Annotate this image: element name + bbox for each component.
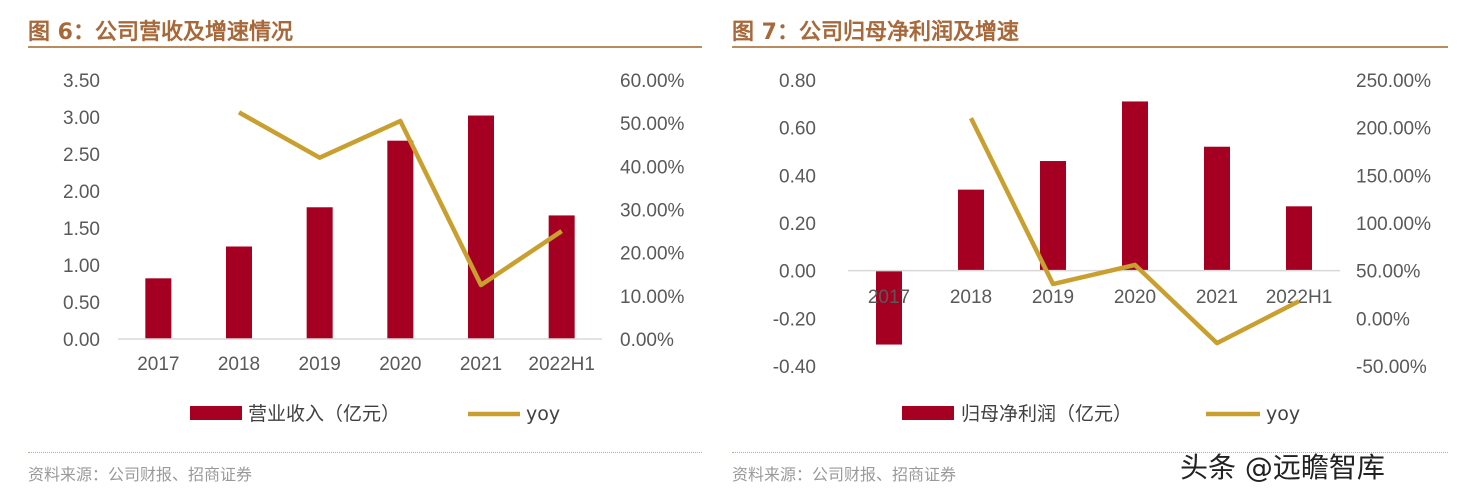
x-tick-label: 2017 — [868, 287, 910, 308]
x-tick-label: 2019 — [1032, 287, 1074, 308]
y-left-tick-label: 1.00 — [63, 256, 100, 277]
watermark-text: 头条 @远瞻智库 — [1180, 451, 1385, 484]
bar-2017 — [145, 278, 172, 339]
y-right-tick-label: 60.00% — [620, 71, 685, 92]
x-tick-label: 2021 — [1196, 287, 1238, 308]
y-right-tick-label: 0.00% — [620, 330, 674, 351]
x-tick-label: 2018 — [950, 287, 992, 308]
y-right-tick-label: 50.00% — [1356, 262, 1421, 283]
y-left-tick-label: 2.00 — [63, 182, 100, 203]
x-tick-label: 2022H1 — [1266, 287, 1333, 308]
figure-7-source: 资料来源：公司财报、招商证券 — [732, 465, 957, 484]
y-left-tick-label: 0.20 — [779, 214, 816, 235]
bar-2021 — [1204, 146, 1230, 271]
figure-6-title: 图 6：公司营收及增速情况 — [28, 20, 293, 45]
bar-2020 — [387, 140, 414, 339]
y-right-tick-label: 250.00% — [1356, 71, 1431, 92]
legend-bar-swatch — [190, 406, 242, 420]
y-left-tick-label: 0.00 — [779, 262, 816, 283]
figure-6-title-rule — [28, 46, 702, 48]
x-tick-label: 2021 — [460, 354, 502, 375]
y-left-tick-label: 0.80 — [779, 71, 816, 92]
yoy-line — [968, 117, 1301, 346]
x-tick-label: 2018 — [218, 354, 260, 375]
legend-bar-swatch — [902, 406, 954, 420]
y-left-tick-label: 2.50 — [63, 145, 100, 166]
bar-2019 — [306, 207, 333, 339]
y-left-tick-label: 0.40 — [779, 166, 816, 187]
y-left-tick-label: 0.60 — [779, 119, 816, 140]
x-tick-label: 2022H1 — [528, 354, 595, 375]
bar-2018 — [226, 246, 252, 339]
x-tick-label: 2017 — [137, 354, 179, 375]
yoy-line — [237, 110, 563, 288]
bar-2022H1 — [1286, 206, 1312, 271]
x-tick-label: 2020 — [379, 354, 421, 375]
legend-line-label: yoy — [1266, 403, 1300, 425]
bar-2019 — [1040, 161, 1066, 271]
y-right-tick-label: 0.00% — [1356, 309, 1410, 330]
x-tick-label: 2019 — [299, 354, 341, 375]
y-left-tick-label: 1.50 — [63, 219, 100, 240]
y-right-tick-label: 10.00% — [620, 287, 685, 308]
y-left-tick-label: 0.00 — [63, 330, 100, 351]
y-left-tick-label: -0.40 — [773, 357, 816, 378]
y-right-tick-label: 50.00% — [620, 114, 685, 135]
bar-2022H1 — [548, 215, 575, 339]
y-right-tick-label: 150.00% — [1356, 166, 1431, 187]
legend-bar-label: 归母净利润（亿元） — [961, 403, 1132, 425]
net-profit-chart: -0.40 -0.20 0.00 0.20 0.40 0.60 0.80 -50.00% 0.0… — [773, 71, 1431, 425]
legend-line-label: yoy — [526, 403, 560, 425]
y-right-tick-label: 40.00% — [620, 157, 685, 178]
bar-2017 — [876, 270, 902, 345]
figure-7-source-rule — [732, 452, 1448, 453]
revenue-chart: 0.00 0.50 1.00 1.50 2.00 2.50 3.00 3.50 0.00% 10.… — [63, 71, 685, 425]
figure-6-source: 资料来源：公司财报、招商证券 — [28, 465, 253, 484]
y-left-tick-label: 3.50 — [63, 71, 100, 92]
figure-6-source-rule — [28, 452, 702, 453]
y-right-tick-label: 200.00% — [1356, 119, 1431, 140]
y-left-tick-label: -0.20 — [773, 309, 816, 330]
y-right-tick-label: 30.00% — [620, 201, 685, 222]
y-left-tick-label: 3.00 — [63, 108, 100, 129]
y-right-tick-label: -50.00% — [1356, 357, 1427, 378]
figure-7-title: 图 7：公司归母净利润及增速 — [732, 20, 1019, 45]
y-right-tick-label: 100.00% — [1356, 214, 1431, 235]
bar-2021 — [468, 115, 494, 340]
bar-2020 — [1122, 101, 1148, 271]
legend-bar-label: 营业收入（亿元） — [248, 403, 400, 425]
bar-2018 — [958, 189, 984, 271]
x-tick-label: 2020 — [1114, 287, 1156, 308]
figure-7-title-rule — [732, 46, 1448, 48]
y-left-tick-label: 0.50 — [63, 293, 100, 314]
y-right-tick-label: 20.00% — [620, 244, 685, 265]
